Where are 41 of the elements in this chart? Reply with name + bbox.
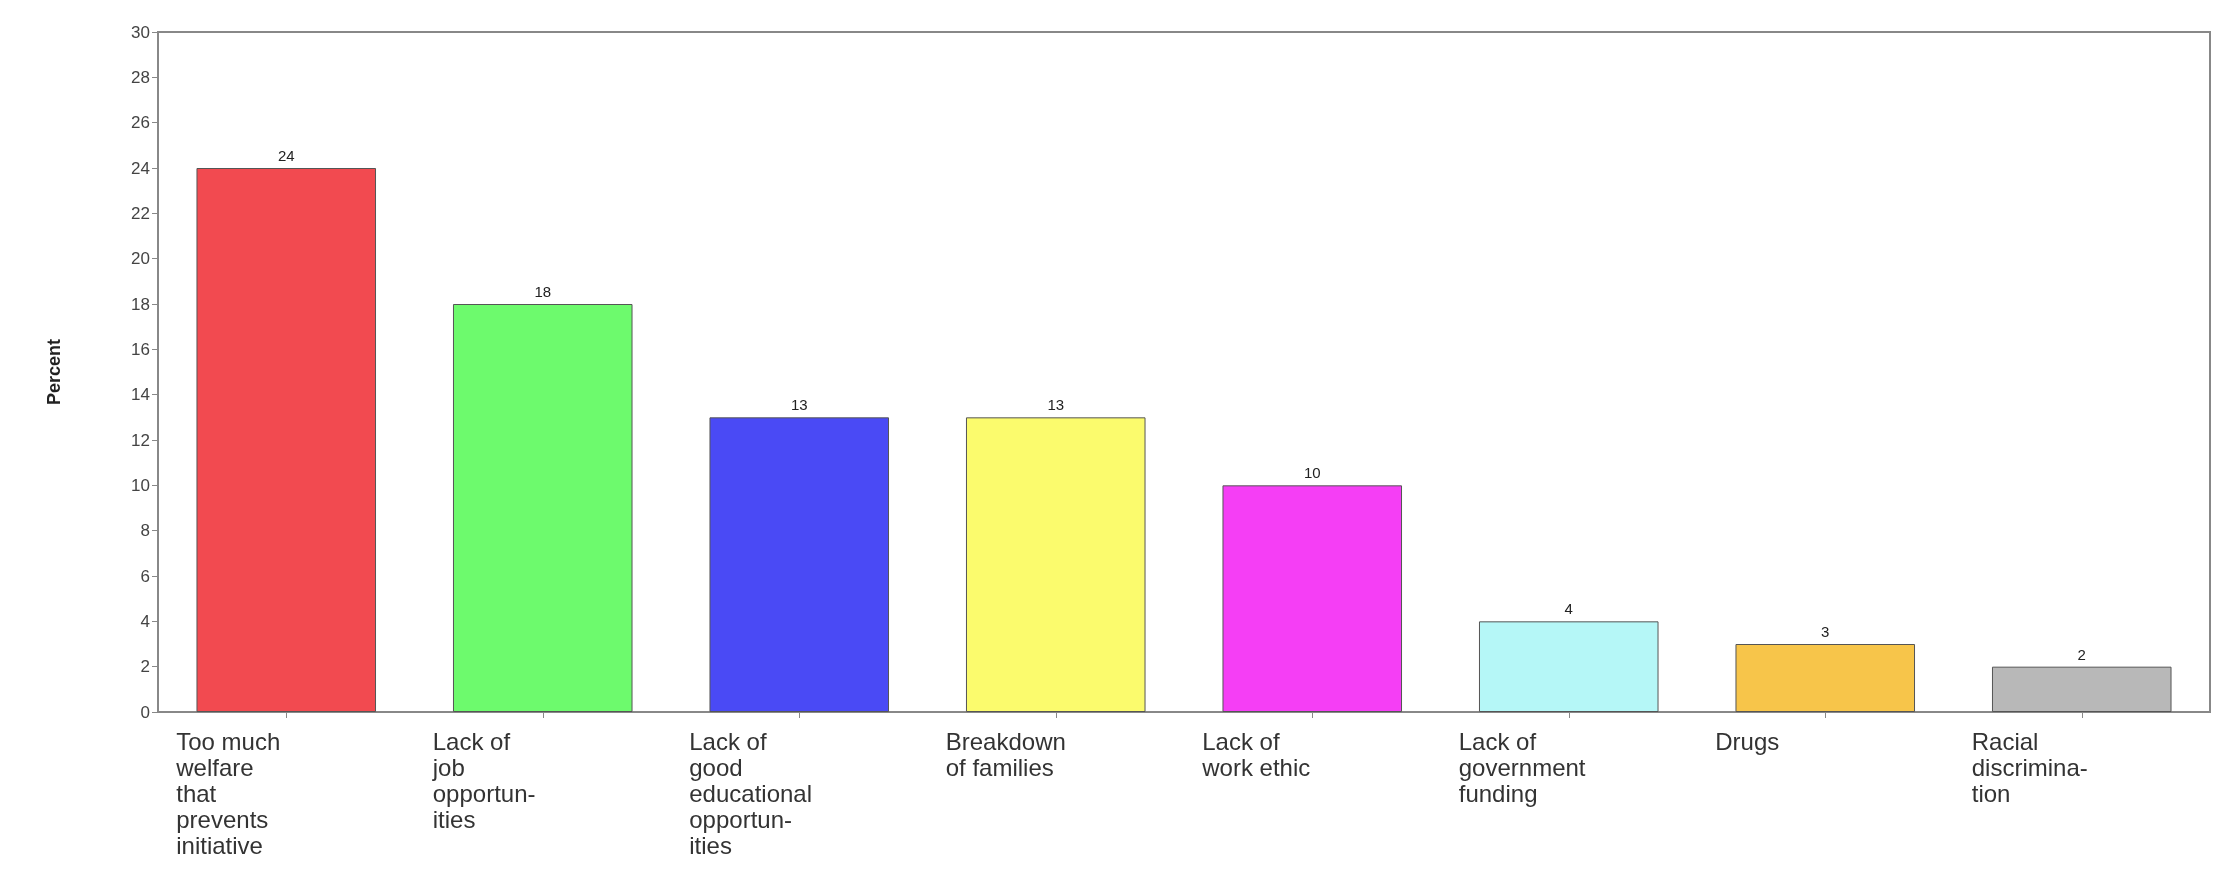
- y-tick-label: 22: [131, 203, 150, 223]
- y-tick-label: 4: [140, 611, 150, 631]
- data-label: 10: [1303, 464, 1321, 482]
- bar: [196, 168, 377, 712]
- bar: [709, 417, 890, 712]
- y-tick-label: 28: [131, 67, 150, 87]
- y-tick-label: 24: [131, 158, 150, 178]
- data-label: 4: [1564, 600, 1573, 618]
- y-tick-label: 30: [131, 22, 150, 42]
- bar: [1478, 621, 1659, 712]
- x-tick-label: Too much welfare that prevents initiative: [175, 727, 281, 859]
- y-axis-title: Percent: [44, 338, 64, 406]
- x-tick-label: Lack of good educational opportun- ities: [689, 727, 813, 859]
- y-tick-label: 20: [131, 249, 150, 269]
- bar: [965, 417, 1146, 712]
- x-tick-label: Lack of job opportun- ities: [431, 727, 536, 833]
- x-tick-label: Lack of government funding: [1458, 727, 1586, 807]
- x-tick-label: Lack of work ethic: [1201, 727, 1311, 781]
- y-tick-label: 12: [131, 430, 150, 450]
- data-label: 13: [790, 396, 808, 414]
- bar: [1735, 644, 1916, 712]
- y-tick-label: 14: [131, 385, 150, 405]
- bar: [1222, 485, 1403, 712]
- y-tick-label: 6: [140, 566, 150, 586]
- y-tick-label: 2: [140, 657, 150, 677]
- bar: [1991, 666, 2172, 712]
- y-tick-label: 8: [140, 521, 150, 541]
- x-tick-label: Drugs: [1715, 727, 1780, 755]
- data-label: 2: [2077, 645, 2086, 663]
- x-tick-label: Racial discrimina- tion: [1971, 727, 2088, 807]
- data-label: 13: [1047, 396, 1065, 414]
- data-label: 24: [277, 147, 295, 164]
- y-tick-label: 26: [131, 113, 150, 133]
- bar: [452, 304, 633, 712]
- y-tick-label: 18: [131, 294, 150, 314]
- y-tick-label: 0: [140, 702, 150, 722]
- y-tick-label: 16: [131, 339, 150, 359]
- data-label: 3: [1821, 623, 1830, 640]
- data-label: 18: [534, 283, 552, 300]
- y-tick-label: 10: [131, 475, 150, 495]
- x-tick-label: Breakdown of families: [945, 727, 1066, 781]
